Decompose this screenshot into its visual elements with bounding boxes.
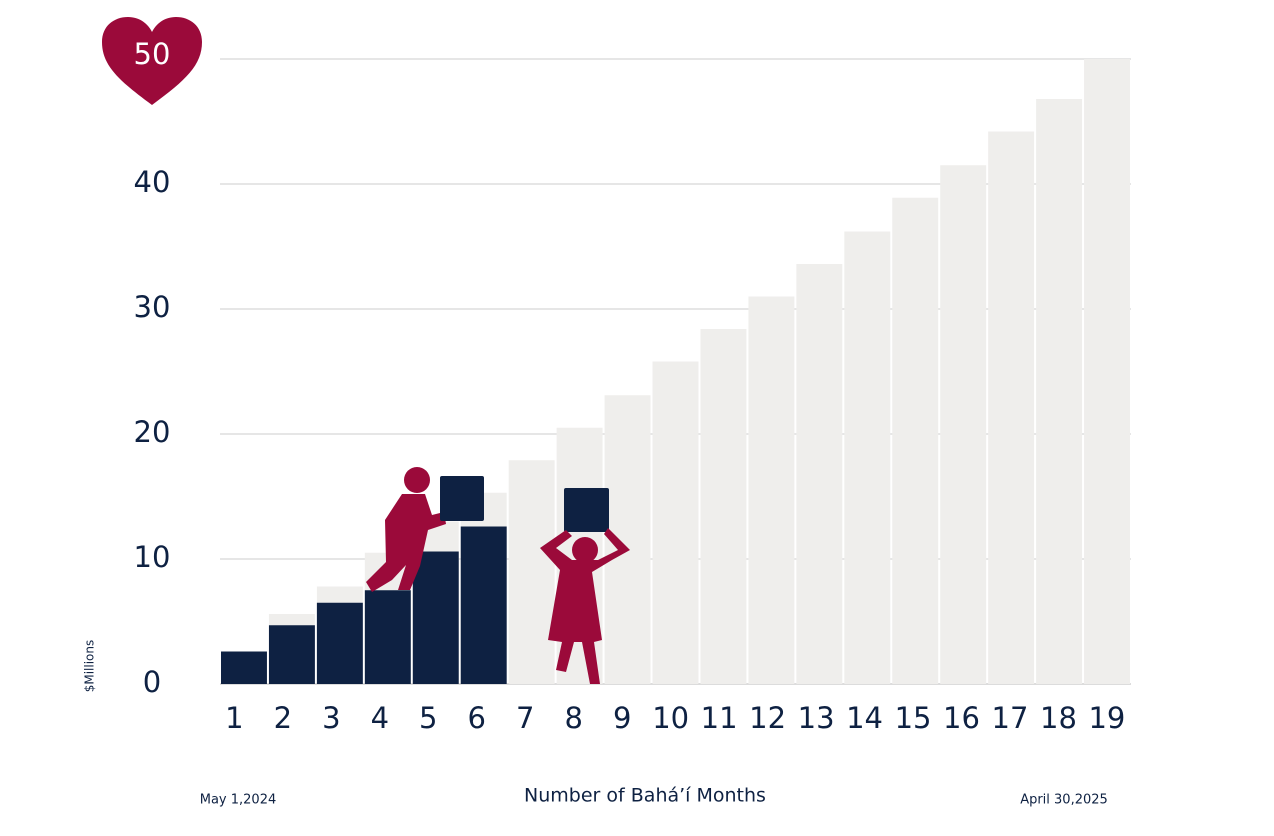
- x-tick-label: 8: [564, 701, 582, 735]
- x-tick-label: 17: [992, 701, 1029, 735]
- x-tick-label: 5: [419, 701, 437, 735]
- bar: [940, 165, 987, 684]
- y-axis-label: $Millions: [83, 640, 97, 693]
- bar: [652, 361, 699, 684]
- x-tick-label: 12: [749, 701, 786, 735]
- bar: [412, 551, 459, 684]
- x-tick-label: 14: [846, 701, 883, 735]
- bar: [460, 526, 507, 684]
- x-tick-label: 1: [225, 701, 243, 735]
- box: [440, 476, 484, 521]
- x-tick-label: 3: [322, 701, 340, 735]
- bar: [316, 602, 363, 684]
- figure-body: [540, 528, 630, 684]
- bar: [748, 296, 795, 684]
- x-tick-label: 15: [895, 701, 932, 735]
- figure-body: [366, 494, 446, 592]
- box: [564, 488, 609, 532]
- bar: [700, 329, 747, 684]
- bar: [508, 460, 555, 684]
- bar: [988, 131, 1035, 684]
- bar: [796, 264, 843, 684]
- bar: [268, 625, 315, 684]
- bar: [1036, 99, 1083, 684]
- figures: [366, 467, 630, 684]
- y-tick-label: 20: [134, 415, 171, 449]
- x-tick-label: 7: [516, 701, 534, 735]
- heart-label: 50: [134, 37, 171, 71]
- bar: [844, 231, 891, 684]
- x-tick-label: 6: [468, 701, 486, 735]
- x-tick-label: 19: [1088, 701, 1125, 735]
- x-tick-label: 10: [652, 701, 689, 735]
- x-axis-label: Number of Bahá’í Months: [524, 785, 766, 807]
- figure-head: [404, 467, 430, 493]
- x-tick-label: 2: [274, 701, 292, 735]
- x-tick-label: 16: [943, 701, 980, 735]
- bar: [892, 197, 939, 684]
- x-tick-label: 13: [798, 701, 835, 735]
- bar: [364, 590, 411, 684]
- bar: [1084, 59, 1130, 684]
- x-tick-label: 11: [701, 701, 738, 735]
- start-label: May 1,2024: [200, 793, 277, 808]
- y-tick-label: 40: [134, 165, 171, 199]
- y-tick-label: 10: [134, 540, 171, 574]
- bars: [220, 58, 1131, 685]
- x-tick-label: 9: [613, 701, 631, 735]
- y-tick-label: 30: [134, 290, 171, 324]
- figure-head: [572, 537, 598, 563]
- heart: [102, 17, 202, 105]
- end-label: April 30,2025: [1020, 793, 1108, 808]
- x-tick-label: 4: [371, 701, 389, 735]
- bar: [221, 651, 267, 684]
- y-tick-label: 0: [143, 665, 161, 699]
- x-tick-label: 18: [1040, 701, 1077, 735]
